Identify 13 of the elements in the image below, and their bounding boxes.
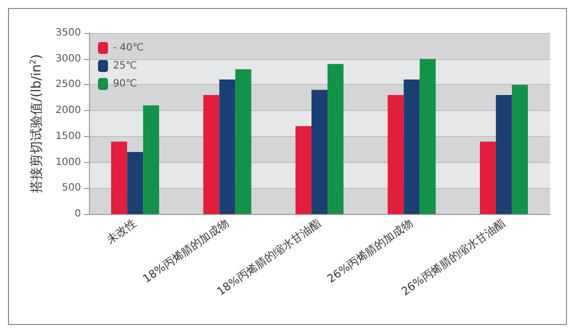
y-tick-label: 500 <box>62 182 81 194</box>
y-tick-label: 0 <box>74 208 81 220</box>
y-axis-title: 搭接剪切试验值/(lb/in2) <box>28 54 44 193</box>
y-tick-label: 3500 <box>56 28 81 38</box>
y-tick-label: 3000 <box>56 53 81 64</box>
legend-label: - 40℃ <box>113 42 144 54</box>
y-tick-label: 2500 <box>56 79 81 90</box>
x-tick-label: 未改性 <box>104 216 139 246</box>
legend-label: 25℃ <box>113 60 137 72</box>
y-tick-label: 2000 <box>56 105 81 116</box>
legend-label: 90℃ <box>113 78 137 90</box>
y-tick-label: 1500 <box>56 130 81 142</box>
y-tick-label: 1000 <box>56 156 81 168</box>
